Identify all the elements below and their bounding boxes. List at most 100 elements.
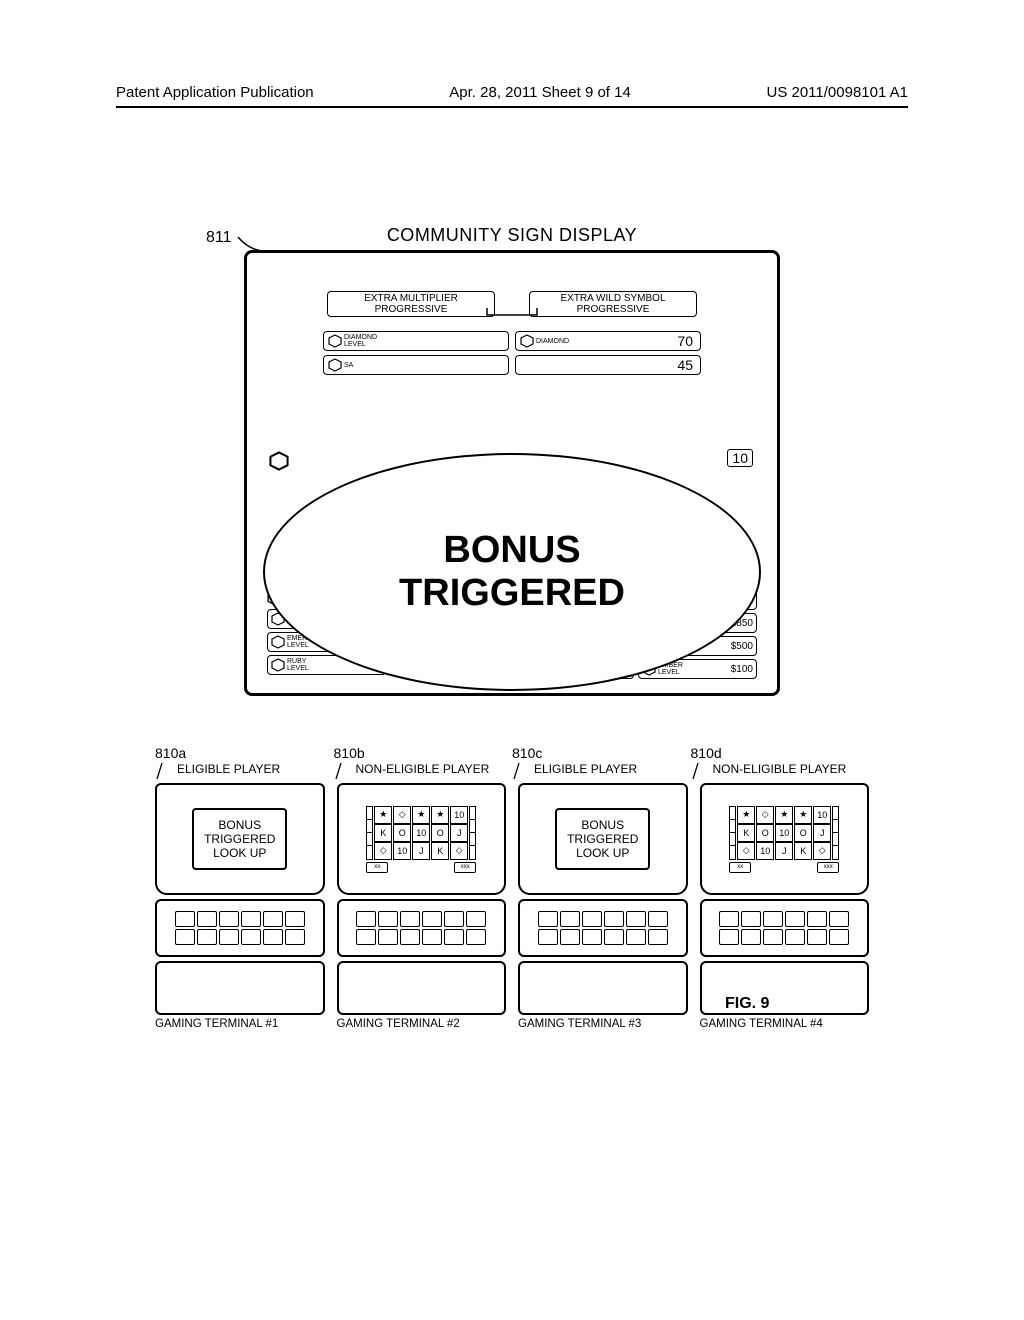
button[interactable] (719, 911, 739, 927)
button[interactable] (285, 911, 305, 927)
button[interactable] (582, 911, 602, 927)
button[interactable] (175, 911, 195, 927)
button[interactable] (785, 929, 805, 945)
button[interactable] (219, 911, 239, 927)
button[interactable] (807, 929, 827, 945)
reel-cell: ◇ (393, 806, 411, 824)
button[interactable] (400, 929, 420, 945)
button[interactable] (422, 929, 442, 945)
button[interactable] (648, 929, 668, 945)
reel-cell: O (794, 824, 812, 842)
button[interactable] (378, 929, 398, 945)
button[interactable] (785, 911, 805, 927)
reel-grid: ★◇★★10 KO10OJ ◇10JK◇ xx xxx (366, 806, 476, 873)
reel-cell: K (737, 824, 755, 842)
reel-cell: J (813, 824, 831, 842)
term-label-3: 810c ELIGIBLE PLAYER (512, 745, 691, 781)
level-sapphire-left: SA (323, 355, 509, 375)
reel-cell: O (393, 824, 411, 842)
button[interactable] (807, 911, 827, 927)
reel-button-right[interactable]: xxx (817, 862, 839, 873)
level-value: 45 (658, 357, 696, 373)
button[interactable] (763, 911, 783, 927)
button-row (175, 911, 305, 927)
button[interactable] (175, 929, 195, 945)
header-left: Patent Application Publication (116, 84, 314, 101)
button-row (719, 929, 849, 945)
button[interactable] (356, 911, 376, 927)
button[interactable] (378, 911, 398, 927)
bonus-triggered-msg: BONUSTRIGGEREDLOOK UP (555, 808, 650, 870)
button[interactable] (538, 911, 558, 927)
button-row (719, 911, 849, 927)
terminal-base (518, 961, 688, 1015)
reel-cell: ◇ (756, 806, 774, 824)
bonus-triggered-msg: BONUSTRIGGEREDLOOK UP (192, 808, 287, 870)
button[interactable] (444, 929, 464, 945)
reel-row: ★◇★★10 (374, 806, 468, 824)
button[interactable] (560, 911, 580, 927)
button[interactable] (604, 911, 624, 927)
reel-button-right[interactable]: xxx (454, 862, 476, 873)
button[interactable] (538, 929, 558, 945)
term-elig: ELIGIBLE PLAYER (534, 762, 637, 776)
button[interactable] (604, 929, 624, 945)
button[interactable] (763, 929, 783, 945)
button[interactable] (466, 929, 486, 945)
header-center: Apr. 28, 2011 Sheet 9 of 14 (449, 84, 631, 101)
reel-cell: ◇ (813, 842, 831, 860)
button[interactable] (422, 911, 442, 927)
button-row (356, 929, 486, 945)
button[interactable] (197, 911, 217, 927)
button[interactable] (741, 929, 761, 945)
button[interactable] (626, 929, 646, 945)
button[interactable] (648, 911, 668, 927)
button[interactable] (263, 929, 283, 945)
reel-grid: ★◇★★10 KO10OJ ◇10JK◇ xx xxx (729, 806, 839, 873)
button[interactable] (263, 911, 283, 927)
term-elig: NON-ELIGIBLE PLAYER (713, 762, 847, 776)
reel-buttons: xx xxx (356, 862, 486, 873)
button[interactable] (241, 911, 261, 927)
terminal-screen: ★◇★★10 KO10OJ ◇10JK◇ xx xxx (337, 783, 507, 895)
reel-button-left[interactable]: xx (729, 862, 751, 873)
reel-cell: ★ (775, 806, 793, 824)
level-value-emerald: 10 (727, 449, 753, 467)
level-label: RUBYLEVEL (287, 658, 309, 672)
term-ref: 810d (691, 745, 722, 761)
button[interactable] (560, 929, 580, 945)
reel-cell: K (431, 842, 449, 860)
button-row (175, 929, 305, 945)
button[interactable] (197, 929, 217, 945)
reel-button-left[interactable]: xx (366, 862, 388, 873)
gaming-terminal-3: BONUSTRIGGEREDLOOK UP GAMING TERMINAL #3 (518, 783, 688, 1030)
terminal-name: GAMING TERMINAL #3 (518, 1018, 688, 1030)
button[interactable] (466, 911, 486, 927)
button[interactable] (241, 929, 261, 945)
button[interactable] (626, 911, 646, 927)
button[interactable] (356, 929, 376, 945)
button[interactable] (400, 911, 420, 927)
reel-cell: 10 (450, 806, 468, 824)
button[interactable] (741, 911, 761, 927)
lead-line-icon (512, 761, 526, 781)
lead-line-icon (155, 761, 169, 781)
button[interactable] (719, 929, 739, 945)
hex-icon (328, 334, 342, 348)
level-row-diamond: DIAMONDLEVEL DIAMOND 70 (247, 331, 777, 351)
term-ref: 810b (334, 745, 365, 761)
button[interactable] (829, 911, 849, 927)
term-elig: NON-ELIGIBLE PLAYER (356, 762, 490, 776)
button[interactable] (582, 929, 602, 945)
button[interactable] (219, 929, 239, 945)
reel-cell: 10 (412, 824, 430, 842)
button[interactable] (829, 929, 849, 945)
lead-line-icon (334, 761, 348, 781)
community-sign-panel: EXTRA MULTIPLIERPROGRESSIVE EXTRA WILD S… (244, 250, 780, 696)
button[interactable] (444, 911, 464, 927)
level-diamond-right: DIAMOND 70 (515, 331, 701, 351)
tab-extra-wild: EXTRA WILD SYMBOLPROGRESSIVE (529, 291, 697, 317)
button[interactable] (285, 929, 305, 945)
reel-cell: 10 (393, 842, 411, 860)
terminal-labels: 810a ELIGIBLE PLAYER 810b NON-ELIGIBLE P… (155, 745, 869, 781)
